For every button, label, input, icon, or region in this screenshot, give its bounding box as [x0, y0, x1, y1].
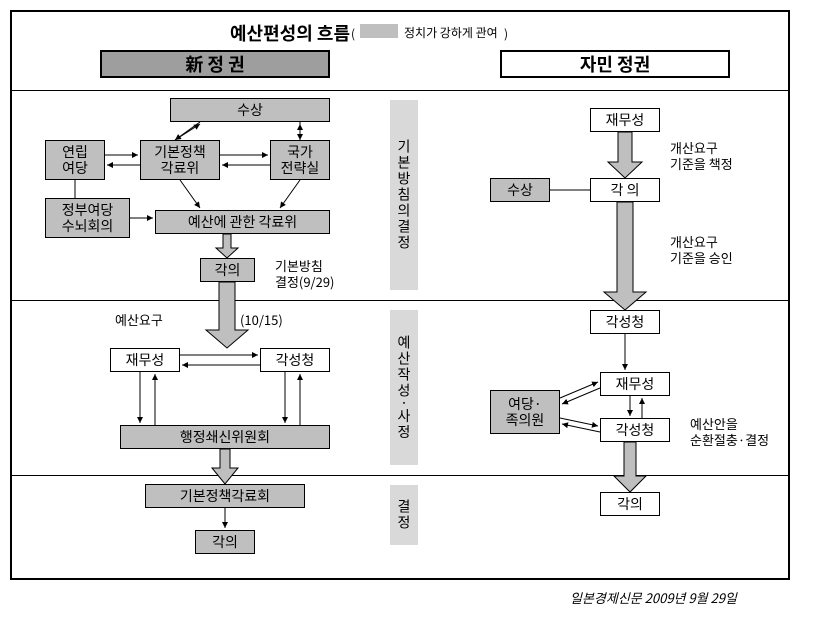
l-cab1: 각의 — [200, 258, 255, 282]
legend-swatch — [360, 24, 398, 38]
l-basicpolicy2: 기본정책각료회 — [145, 484, 305, 508]
r-mof: 재무성 — [590, 108, 660, 132]
paren-close: ) — [504, 25, 508, 42]
page-title: 예산편성의 흐름 — [230, 20, 350, 46]
r-note1b: 기준을 책정 — [670, 154, 733, 173]
paren-open: ( — [351, 25, 355, 42]
rule-1 — [10, 90, 790, 91]
stage-2: 예산작성·사정 — [390, 310, 418, 465]
l-basicpolicy: 기본정책 각료위 — [140, 140, 220, 180]
l-note1b: 결정(9/29) — [275, 272, 334, 291]
r-agencies1: 각성청 — [590, 310, 660, 334]
l-note2b: (10/15) — [240, 310, 283, 329]
l-reform: 행정쇄신위원회 — [120, 425, 330, 449]
r-mof2: 재무성 — [600, 372, 670, 396]
rule-3 — [10, 475, 790, 476]
col-header-right: 자민 정권 — [500, 50, 730, 78]
r-cab1: 각 의 — [590, 178, 660, 202]
rule-2 — [10, 300, 790, 301]
l-budgetcab: 예산에 관한 각료위 — [155, 210, 330, 234]
l-agencies: 각성청 — [260, 348, 330, 372]
r-cab2: 각의 — [600, 492, 660, 516]
l-mof: 재무성 — [110, 348, 180, 372]
r-agencies2: 각성청 — [600, 418, 670, 442]
stage-1: 기본방침의결정 — [390, 100, 418, 290]
r-pm: 수상 — [490, 178, 550, 202]
credit: 일본경제신문 2009년 9월 29일 — [570, 588, 737, 607]
l-natstrat: 국가 전략실 — [270, 140, 330, 180]
l-summit: 정부여당 수뇌회의 — [45, 198, 130, 238]
l-cab2: 각의 — [195, 530, 255, 554]
col-header-left: 新 정 권 — [100, 50, 330, 78]
r-note2b: 기준을 승인 — [670, 248, 733, 267]
r-party: 여당· 족의원 — [490, 390, 560, 434]
l-note2a: 예산요구 — [115, 310, 163, 329]
l-coalition: 연립 여당 — [45, 140, 105, 180]
l-pm: 수상 — [170, 98, 330, 122]
r-note3b: 순환절충·결정 — [690, 430, 769, 449]
stage-3: 결정 — [390, 485, 418, 545]
legend-text: 정치가 강하게 관여 — [404, 24, 498, 41]
